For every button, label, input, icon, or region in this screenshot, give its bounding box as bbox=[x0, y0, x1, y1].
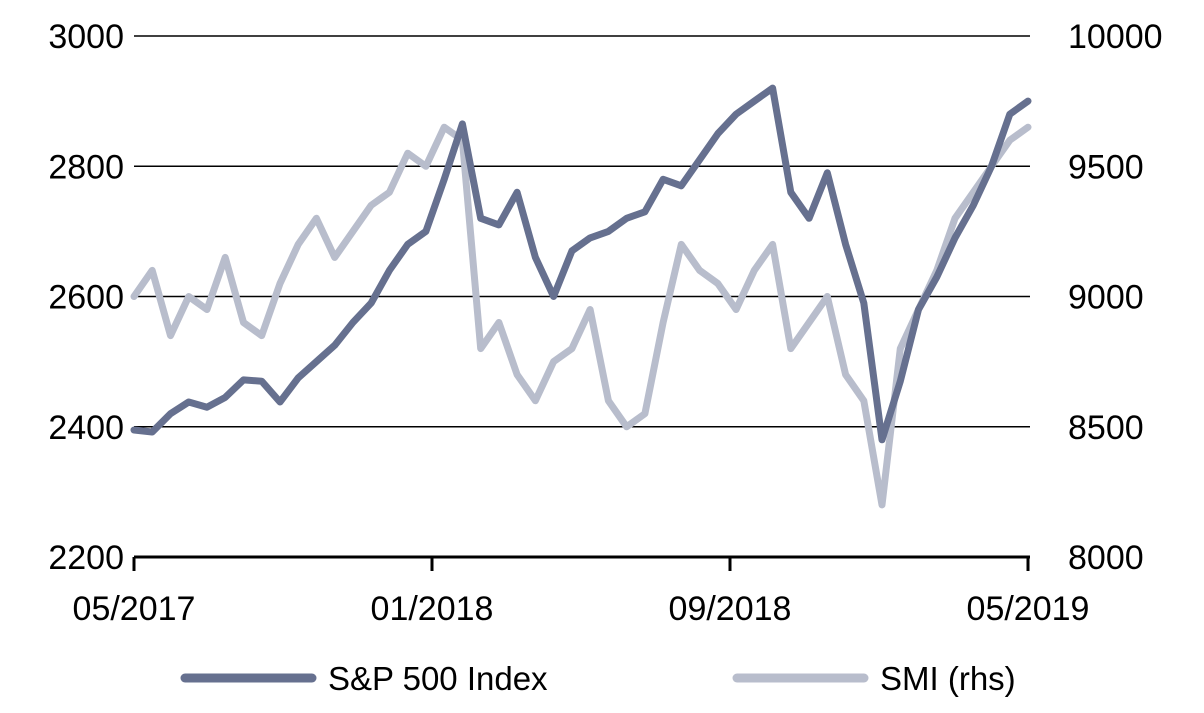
y-left-tick-label: 2800 bbox=[48, 148, 124, 186]
tick-labels: 2200 2400 2600 2800 3000 8000 8500 9000 9500 1000… bbox=[48, 18, 1162, 628]
x-tick-label: 05/2019 bbox=[967, 590, 1090, 628]
legend: S&P 500 Index SMI (rhs) bbox=[180, 660, 1016, 697]
y-left-tick-label: 2200 bbox=[48, 539, 124, 577]
y-right-tick-label: 10000 bbox=[1068, 18, 1163, 56]
y-left-tick-label: 2600 bbox=[48, 279, 124, 317]
x-tick-label: 05/2017 bbox=[73, 590, 196, 628]
x-axis bbox=[132, 555, 1030, 571]
legend-label-smi: SMI (rhs) bbox=[880, 660, 1016, 697]
series-line-sp500 bbox=[130, 84, 1032, 444]
y-right-tick-label: 9500 bbox=[1068, 148, 1144, 186]
legend-label-sp500: S&P 500 Index bbox=[328, 660, 548, 697]
y-left-tick-label: 3000 bbox=[48, 18, 124, 56]
x-tick-label: 01/2018 bbox=[371, 590, 494, 628]
y-right-tick-label: 8500 bbox=[1068, 409, 1144, 447]
y-right-tick-label: 9000 bbox=[1068, 279, 1144, 317]
series-line-smi bbox=[130, 123, 1032, 509]
x-tick-label: 09/2018 bbox=[669, 590, 792, 628]
series-lines bbox=[130, 84, 1032, 509]
y-left-tick-label: 2400 bbox=[48, 409, 124, 447]
y-right-tick-label: 8000 bbox=[1068, 539, 1144, 577]
